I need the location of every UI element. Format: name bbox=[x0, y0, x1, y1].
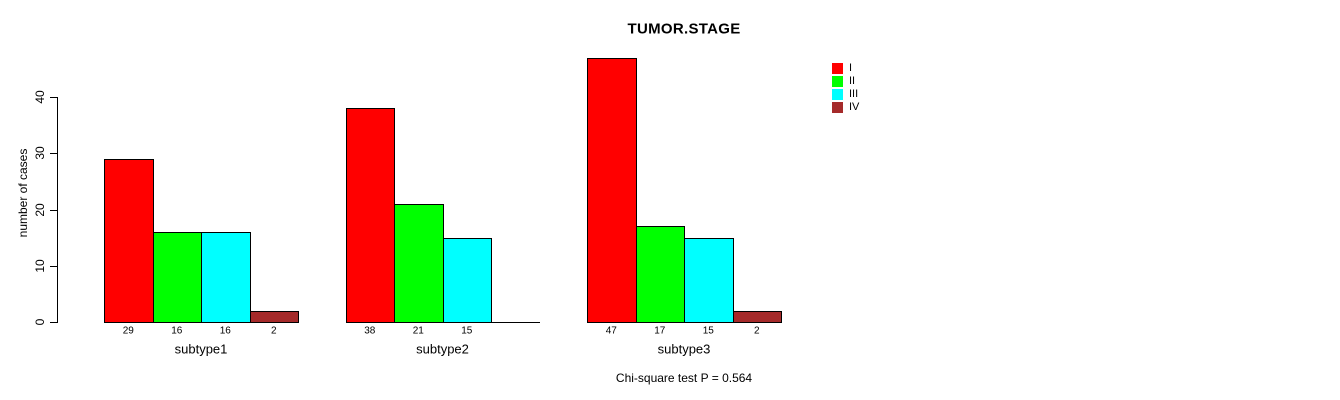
bar-value-label: 29 bbox=[122, 325, 134, 337]
y-tick-label: 30 bbox=[33, 146, 47, 160]
category-label-subtype3: subtype3 bbox=[657, 341, 711, 357]
bar-value-label: 16 bbox=[219, 325, 231, 337]
bar-value-label: 38 bbox=[364, 325, 376, 337]
bar-subtype2-stage-I bbox=[345, 108, 395, 323]
bar-value-label: 21 bbox=[412, 325, 424, 337]
y-tick bbox=[50, 265, 57, 267]
y-tick bbox=[50, 209, 57, 211]
y-tick bbox=[50, 322, 57, 323]
bar-subtype3-stage-III bbox=[684, 237, 734, 323]
legend-swatch-I bbox=[832, 63, 843, 74]
legend-label-I: I bbox=[849, 62, 853, 74]
legend-swatch-II bbox=[832, 76, 843, 87]
bar-value-label: 15 bbox=[461, 325, 473, 337]
bar-subtype1-stage-I bbox=[104, 158, 154, 323]
y-tick-label: 40 bbox=[33, 90, 47, 104]
bar-subtype3-stage-IV bbox=[732, 310, 782, 323]
bar-subtype1-stage-II bbox=[152, 232, 202, 323]
y-tick bbox=[50, 97, 57, 98]
legend-swatch-IV bbox=[832, 102, 843, 113]
y-tick-label: 20 bbox=[33, 202, 47, 217]
category-label-subtype2: subtype2 bbox=[416, 341, 469, 357]
bar-subtype1-stage-III bbox=[201, 232, 251, 323]
bar-value-label: 2 bbox=[753, 325, 760, 337]
category-label-subtype1: subtype1 bbox=[174, 341, 228, 357]
bar-subtype2-stage-III bbox=[442, 237, 492, 323]
legend: I II III IV bbox=[832, 63, 859, 113]
bar-value-label: 16 bbox=[171, 325, 183, 337]
legend-label-II: II bbox=[849, 75, 856, 87]
bar-value-label: 15 bbox=[702, 325, 714, 337]
y-axis-line bbox=[57, 97, 58, 323]
legend-swatch-III bbox=[832, 89, 843, 100]
y-tick-label: 0 bbox=[33, 318, 47, 326]
bar-subtype1-stage-IV bbox=[249, 310, 299, 323]
y-tick bbox=[50, 153, 57, 155]
bar-subtype3-stage-I bbox=[587, 57, 637, 323]
legend-label-III: III bbox=[849, 88, 859, 100]
bar-value-label: 2 bbox=[270, 325, 277, 337]
legend-label-IV: IV bbox=[849, 101, 860, 113]
legend-item-II: II bbox=[832, 76, 859, 87]
legend-item-I: I bbox=[832, 63, 859, 74]
bar-value-label: 47 bbox=[605, 325, 617, 337]
bar-value-label: 17 bbox=[654, 325, 666, 337]
bar-subtype3-stage-II bbox=[635, 226, 685, 323]
y-tick-label: 10 bbox=[33, 259, 47, 273]
legend-item-IV: IV bbox=[832, 102, 859, 113]
bar-subtype2-stage-II bbox=[394, 203, 444, 323]
chi-square-note: Chi-square test P = 0.564 bbox=[615, 371, 753, 385]
chart-title: TUMOR.STAGE bbox=[627, 20, 741, 38]
legend-item-III: III bbox=[832, 89, 859, 100]
